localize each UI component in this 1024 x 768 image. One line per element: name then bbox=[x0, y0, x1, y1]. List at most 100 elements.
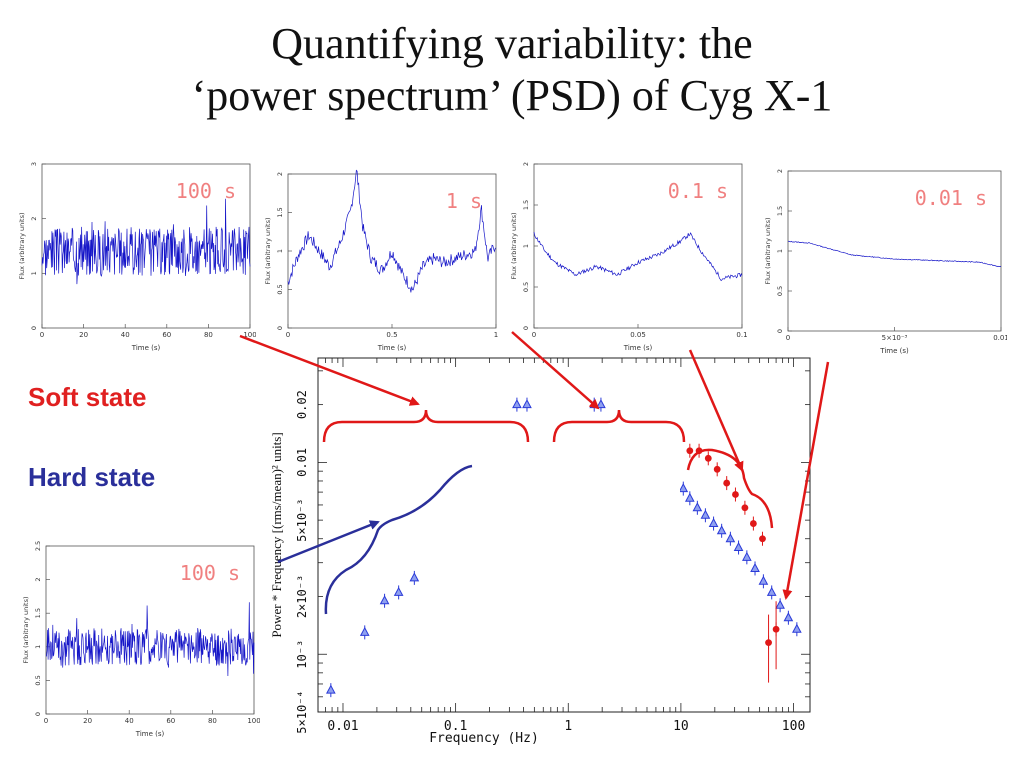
y-axis-label: Power * Frequency [(rms/mean)² units] bbox=[269, 432, 284, 637]
y-tick-label: 1 bbox=[776, 249, 784, 253]
y-tick-label: 10⁻³ bbox=[295, 640, 309, 669]
psd-point-soft bbox=[704, 454, 712, 462]
lightcurve-0.1s-panel: 0 0.05 0.1 0 0.5 1 1.5 2 Time (s) Flux (arbitrary… bbox=[510, 162, 748, 352]
psd-point-hard bbox=[326, 684, 336, 694]
x-tick-label: 1 bbox=[564, 719, 572, 734]
lightcurve-1s-panel: 0 0.5 1 0 0.5 1 1.5 2 Time (s) Flux (arbitrary un… bbox=[264, 169, 498, 352]
x-tick-label: 80 bbox=[204, 331, 213, 339]
psd-point-soft bbox=[749, 520, 757, 527]
psd-point-soft bbox=[723, 479, 731, 487]
lightcurve-frame bbox=[41, 163, 251, 329]
y-tick-label: 0 bbox=[276, 326, 284, 330]
y-tick-label: 1 bbox=[34, 645, 42, 649]
psd-point-hard bbox=[783, 612, 794, 622]
x-tick-label: 40 bbox=[125, 717, 134, 725]
x-axis-label: Time (s) bbox=[623, 344, 653, 352]
psd-point-hard bbox=[733, 541, 744, 552]
psd-mask bbox=[425, 429, 680, 529]
y-tick-label: 0 bbox=[30, 326, 38, 330]
psd-point-hard bbox=[359, 626, 370, 636]
slide-title-line2: ‘power spectrum’ (PSD) of Cyg X-1 bbox=[191, 71, 833, 120]
y-tick-label: 1 bbox=[276, 249, 284, 253]
timescale-label: 0.1 s bbox=[668, 179, 728, 203]
y-tick-label: 0.5 bbox=[776, 286, 784, 296]
x-axis-label: Time (s) bbox=[879, 347, 909, 355]
psd-point-hard bbox=[742, 551, 752, 561]
y-tick-label: 1.5 bbox=[276, 207, 284, 217]
x-tick-label: 100 bbox=[782, 719, 805, 734]
lightcurve-line bbox=[287, 169, 497, 293]
lightcurve-line bbox=[45, 602, 255, 677]
y-tick-label: 1.5 bbox=[776, 206, 784, 216]
slide-title: Quantifying variability: the ‘power spec… bbox=[0, 18, 1024, 122]
x-tick-label: 0 bbox=[44, 717, 48, 725]
y-tick-label: 2 bbox=[276, 172, 284, 176]
y-tick-label: 2 bbox=[522, 162, 530, 166]
psd-point-hard bbox=[766, 586, 777, 596]
psd-point-hard bbox=[775, 599, 785, 609]
y-axis-label: Flux (arbitrary units) bbox=[510, 212, 518, 279]
x-tick-label: 0.1 bbox=[736, 331, 747, 339]
y-tick-label: 0 bbox=[776, 329, 784, 333]
y-tick-label: 0.5 bbox=[34, 675, 42, 685]
lightcurve-frame bbox=[45, 545, 255, 715]
y-tick-label: 1.5 bbox=[522, 200, 530, 210]
timescale-label: 0.01 s bbox=[915, 186, 987, 210]
psd-point-hard bbox=[758, 575, 769, 585]
y-tick-label: 2 bbox=[34, 578, 42, 582]
x-tick-label: 60 bbox=[166, 717, 175, 725]
y-tick-label: 1 bbox=[30, 271, 38, 275]
x-tick-label: 0.05 bbox=[630, 331, 646, 339]
psd-chart: 0.01 0.1 1 10 100 5×10⁻⁴ 10⁻³ 2×10⁻³ 5×10⁻³ 0.01 0… bbox=[269, 357, 811, 745]
lightcurve-line bbox=[787, 240, 1002, 268]
psd-point-soft bbox=[732, 491, 739, 498]
psd-frame bbox=[317, 357, 811, 713]
y-axis-label: Flux (arbitrary units) bbox=[764, 217, 772, 284]
x-tick-label: 0.1 bbox=[444, 719, 467, 734]
x-tick-label: 0.5 bbox=[386, 331, 397, 339]
x-tick-label: 5×10⁻³ bbox=[882, 334, 908, 342]
x-axis-label: Time (s) bbox=[377, 344, 407, 352]
y-tick-label: 0.01 bbox=[295, 448, 309, 477]
y-tick-label: 1 bbox=[522, 244, 530, 248]
x-tick-label: 100 bbox=[247, 717, 260, 725]
psd-point-soft bbox=[686, 447, 694, 455]
psd-point-soft bbox=[741, 504, 749, 512]
y-tick-label: 0.5 bbox=[276, 284, 284, 294]
psd-point-hard bbox=[716, 525, 727, 535]
soft-state-label: Soft state bbox=[28, 382, 147, 412]
psd-point-soft bbox=[759, 535, 766, 543]
lightcurve-line bbox=[533, 231, 743, 282]
x-tick-label: 0 bbox=[786, 334, 790, 342]
x-axis-label: Time (s) bbox=[135, 730, 165, 738]
x-tick-label: 20 bbox=[83, 717, 92, 725]
psd-point-hard bbox=[750, 562, 760, 572]
y-tick-label: 0.02 bbox=[295, 390, 309, 419]
timescale-label: 1 s bbox=[446, 189, 482, 213]
y-tick-label: 2 bbox=[30, 217, 38, 221]
x-tick-label: 0.01 bbox=[327, 719, 358, 734]
y-tick-label: 5×10⁻³ bbox=[295, 498, 309, 541]
y-axis-label: Flux (arbitrary units) bbox=[18, 212, 26, 279]
lightcurve-0.01s-panel: 0 5×10⁻³ 0.01 0 0.5 1 1.5 2 Time (s) Flux (arbitr… bbox=[764, 169, 1007, 355]
hard-state-label: Hard state bbox=[28, 462, 156, 492]
x-tick-label: 0 bbox=[286, 331, 290, 339]
psd-point-soft bbox=[713, 465, 721, 473]
psd-point-hard bbox=[725, 533, 736, 543]
x-tick-label: 100 bbox=[243, 331, 256, 339]
y-tick-label: 2.5 bbox=[34, 541, 42, 551]
psd-point-hard bbox=[678, 483, 689, 493]
y-tick-label: 2×10⁻³ bbox=[295, 575, 309, 618]
x-axis-label: Time (s) bbox=[131, 344, 161, 352]
y-tick-label: 5×10⁻⁴ bbox=[295, 690, 309, 733]
x-axis-label: Frequency (Hz) bbox=[429, 731, 539, 745]
psd-point-hard bbox=[792, 623, 802, 633]
y-tick-label: 0.5 bbox=[522, 282, 530, 292]
x-tick-label: 40 bbox=[121, 331, 130, 339]
x-tick-label: 0 bbox=[40, 331, 44, 339]
psd-point-soft bbox=[695, 447, 703, 455]
y-tick-label: 0 bbox=[34, 712, 42, 716]
x-tick-label: 80 bbox=[208, 717, 217, 725]
x-tick-label: 0.01 bbox=[993, 334, 1007, 342]
y-tick-label: 0 bbox=[522, 326, 530, 330]
